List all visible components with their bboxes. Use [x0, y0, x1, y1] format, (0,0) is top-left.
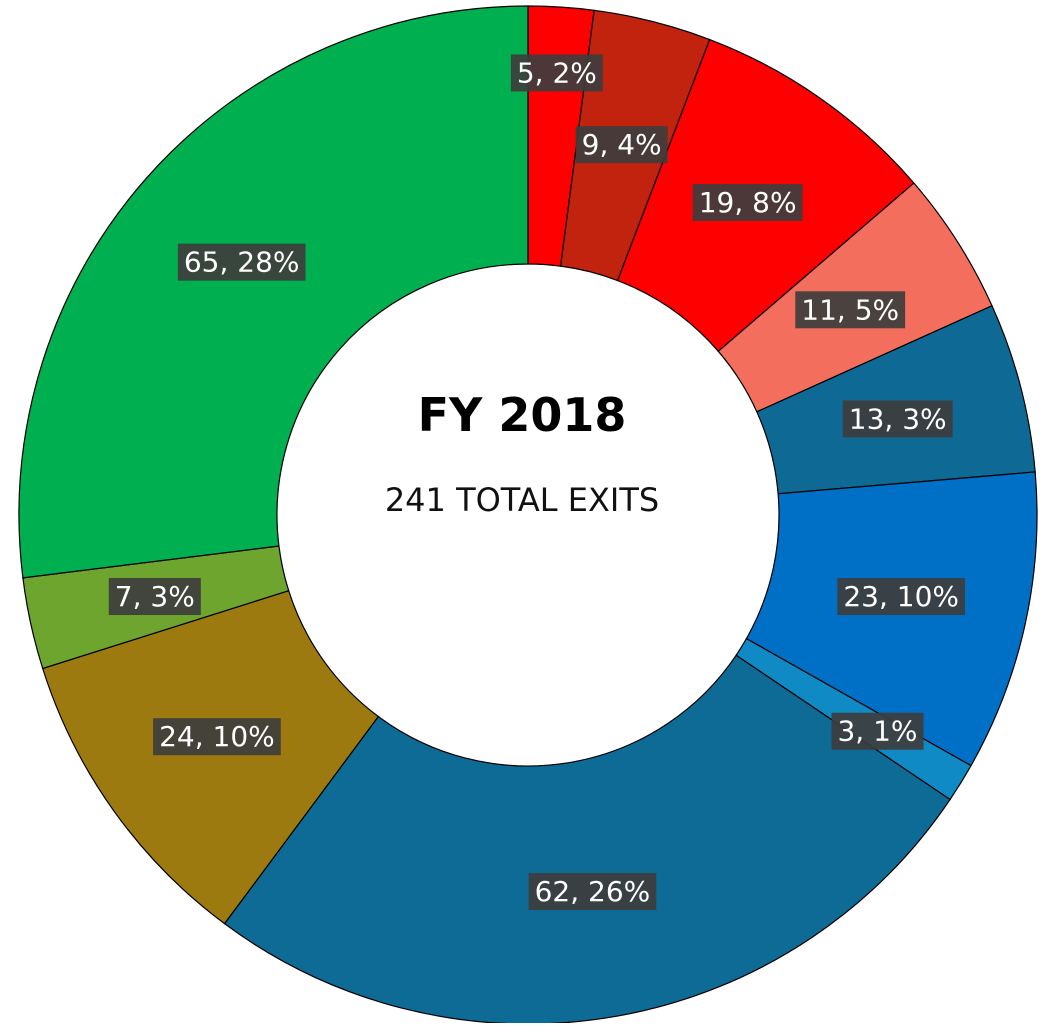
data-label-background [837, 578, 966, 616]
data-label-background [795, 291, 906, 329]
data-label: 7, 3% [115, 580, 195, 613]
data-label: 5, 2% [517, 56, 597, 89]
data-label: 13, 3% [849, 402, 947, 435]
data-label: 23, 10% [843, 580, 959, 613]
data-label-background [575, 126, 668, 164]
data-label: 3, 1% [837, 715, 917, 748]
data-label-background [510, 54, 603, 92]
donut-slice [745, 471, 1038, 767]
data-label-background [153, 718, 281, 756]
chart-subtitle: 241 TOTAL EXITS [385, 481, 659, 519]
data-label: 65, 28% [184, 246, 300, 279]
chart-title: FY 2018 [418, 388, 627, 442]
data-label: 19, 8% [699, 186, 797, 219]
donut-slice [18, 5, 529, 579]
data-label: 24, 10% [159, 720, 275, 753]
data-label: 11, 5% [801, 293, 899, 326]
data-label: 9, 4% [582, 128, 662, 161]
data-label: 62, 26% [535, 875, 651, 908]
donut-slice [41, 589, 380, 925]
donut-slice [223, 654, 951, 1025]
data-label-background [108, 578, 201, 616]
data-label-background [528, 873, 657, 911]
data-label-background [831, 712, 924, 750]
data-label-background [842, 400, 953, 438]
data-label-background [177, 243, 306, 281]
data-label-background [692, 183, 803, 221]
data-labels: 5, 2% 9, 4% 19, 8% 11, 5% 13, 3% 23, 10% 3, 1%… [108, 54, 966, 911]
